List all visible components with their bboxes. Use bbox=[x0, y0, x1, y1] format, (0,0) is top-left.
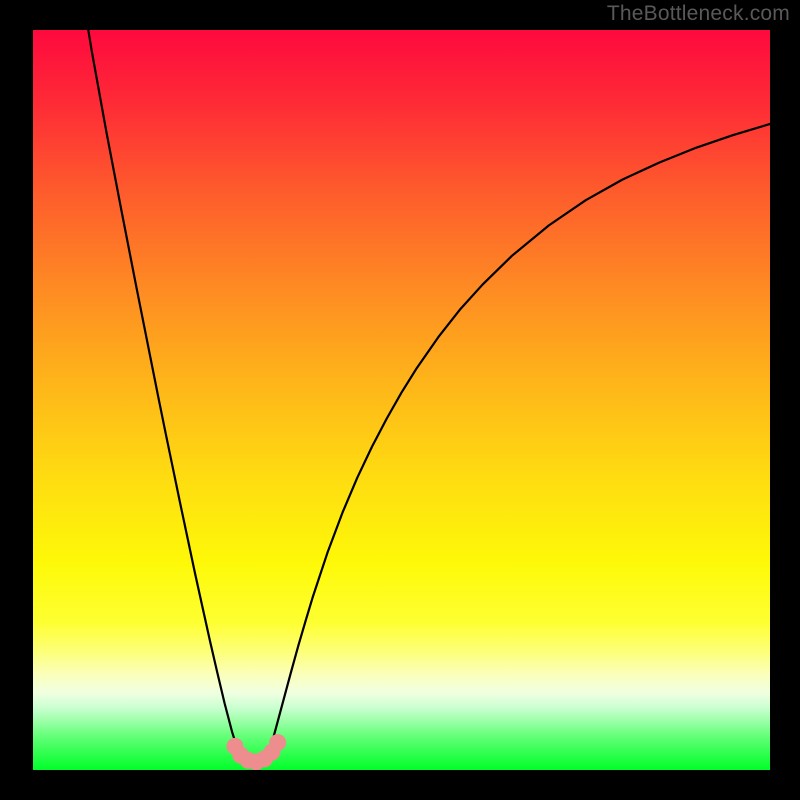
watermark-text: TheBottleneck.com bbox=[607, 2, 790, 26]
bottleneck-marker-group bbox=[33, 30, 770, 770]
bottleneck-plot bbox=[33, 30, 770, 770]
bottleneck-marker bbox=[269, 734, 286, 751]
